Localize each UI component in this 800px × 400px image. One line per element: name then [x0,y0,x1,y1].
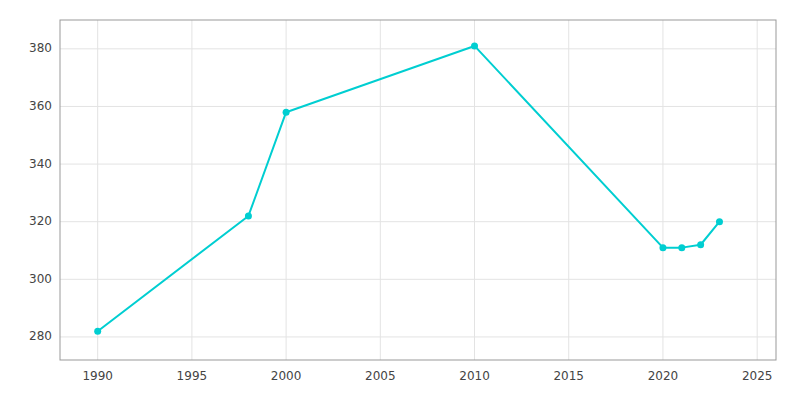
x-tick-label: 2015 [553,369,584,383]
point [471,42,478,49]
grid-line-x [474,20,475,360]
grid-line-x [662,20,663,360]
x-tick-label: 2020 [648,369,679,383]
y-tick-label: 340 [29,157,52,171]
point [659,244,666,251]
grid-line-x [757,20,758,360]
x-tick-label: 2025 [742,369,773,383]
grid-line-y [60,164,776,165]
point [697,241,704,248]
y-tick-label: 280 [29,329,52,343]
series [94,42,723,334]
x-tick-label: 1990 [82,369,113,383]
y-tick-label: 360 [29,99,52,113]
x-tick-label: 2005 [365,369,396,383]
line [98,46,720,331]
x-tick-label: 2010 [459,369,490,383]
y-tick-label: 300 [29,272,52,286]
grid-line-x [191,20,192,360]
grid [60,20,776,360]
grid-line-y [60,106,776,107]
grid-line-x [97,20,98,360]
grid-line-x [286,20,287,360]
plot-frame [60,20,776,360]
point [94,328,101,335]
chart-container: 280 300 320 340 360 380 1990 1995 2000 2005 2010 20… [0,0,800,400]
point [678,244,685,251]
y-tick-label: 320 [29,214,52,228]
x-tick-label: 2000 [271,369,302,383]
point [245,212,252,219]
grid-line-y [60,221,776,222]
grid-line-y [60,48,776,49]
point [716,218,723,225]
chart: 280 300 320 340 360 380 1990 1995 2000 2005 2010 20… [0,0,800,400]
grid-line-y [60,336,776,337]
point [283,109,290,116]
grid-line-x [568,20,569,360]
y-tick-label: 380 [29,41,52,55]
grid-line-x [380,20,381,360]
x-tick-label: 1995 [177,369,208,383]
